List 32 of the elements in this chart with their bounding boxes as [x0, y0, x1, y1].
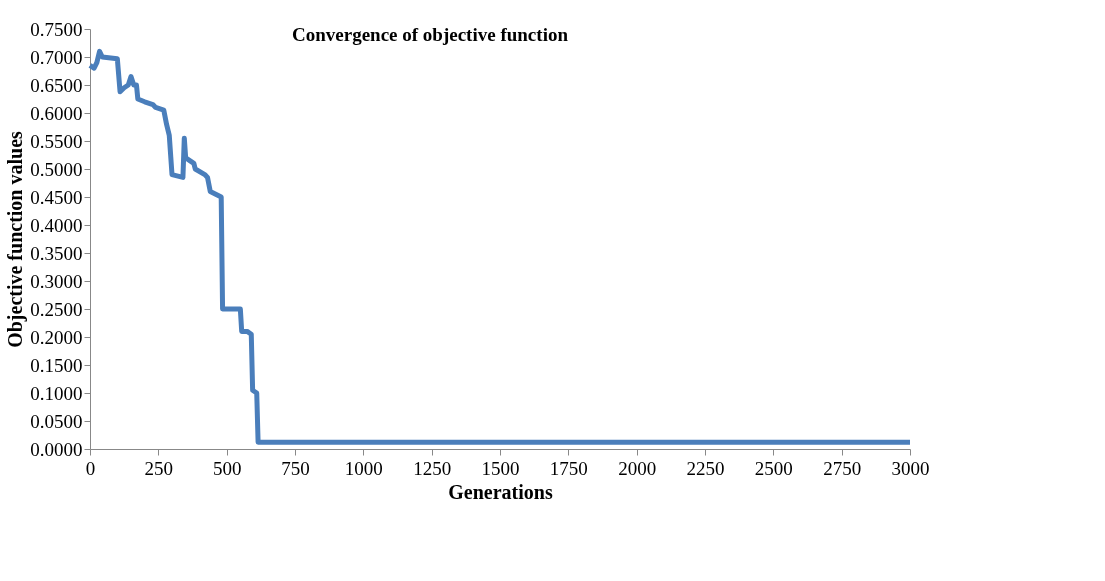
y-axis-title: Objective function values: [4, 130, 28, 348]
y-tick-label: 0.5000: [30, 158, 83, 180]
x-tick-label: 1000: [344, 457, 383, 479]
x-tick-label: 250: [144, 457, 174, 479]
x-tick-label: 2750: [823, 457, 862, 479]
y-tick-label: 0.6000: [30, 102, 83, 124]
x-tick-label: 750: [281, 457, 310, 479]
x-tick-label: 0: [85, 457, 96, 479]
x-tick-label: 3000: [891, 457, 930, 479]
y-tick-label: 0.2500: [30, 298, 83, 320]
y-tick-label: 0.7000: [30, 46, 83, 68]
y-tick-label: 0.1000: [30, 382, 83, 404]
y-tick-label: 0.0500: [30, 410, 83, 432]
x-tick-label: 2500: [754, 457, 793, 479]
x-tick-label: 500: [212, 457, 242, 479]
x-tick-label: 1250: [413, 457, 452, 479]
y-tick-label: 0.1500: [30, 354, 83, 376]
x-axis-title: Generations: [448, 480, 553, 503]
y-tick-label: 0.0000: [30, 438, 83, 460]
y-tick-label: 0.3500: [30, 242, 83, 264]
y-tick-label: 0.4500: [30, 186, 83, 208]
y-tick-label: 0.4000: [30, 214, 83, 236]
chart-title: Convergence of objective function: [292, 24, 569, 45]
y-tick-label: 0.5500: [30, 130, 83, 152]
x-tick-label: 2000: [618, 457, 657, 479]
y-tick-label: 0.6500: [30, 74, 83, 96]
x-tick-label: 2250: [686, 457, 725, 479]
x-tick-label: 1500: [481, 457, 520, 479]
x-tick-label: 1750: [549, 457, 588, 479]
y-tick-label: 0.3000: [30, 270, 83, 292]
y-tick-label: 0.7500: [30, 18, 83, 40]
y-tick-label: 0.2000: [30, 326, 83, 348]
